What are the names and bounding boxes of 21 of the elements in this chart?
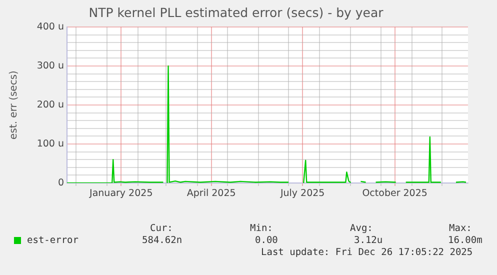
y-axis-title: est. err (secs) xyxy=(8,70,20,140)
text: 3.12u xyxy=(354,235,383,246)
text: Avg: xyxy=(350,223,373,234)
y-tick-label: 300 u xyxy=(36,60,64,72)
text: 0.00 xyxy=(255,235,278,246)
legend-label: est-error xyxy=(27,235,78,246)
y-tick-label: 400 u xyxy=(36,21,64,32)
x-tick-label: July 2025 xyxy=(279,188,325,200)
x-tick-label: April 2025 xyxy=(186,188,236,200)
text: Max: xyxy=(449,223,472,234)
text: 16.00m xyxy=(448,235,482,246)
y-tick-label: 200 u xyxy=(36,99,64,110)
x-tick-label: January 2025 xyxy=(88,188,153,200)
y-tick-label: 0 xyxy=(58,177,64,188)
y-tick-label: 100 u xyxy=(36,138,64,150)
text: Min: xyxy=(250,223,273,234)
text: Cur: xyxy=(150,223,173,234)
text: Last update: Fri Dec 26 17:05:22 2025 xyxy=(261,247,473,258)
x-tick-label: October 2025 xyxy=(362,188,428,200)
text: 584.62n xyxy=(142,235,182,246)
chart-title: NTP kernel PLL estimated error (secs) - by year xyxy=(88,4,384,20)
